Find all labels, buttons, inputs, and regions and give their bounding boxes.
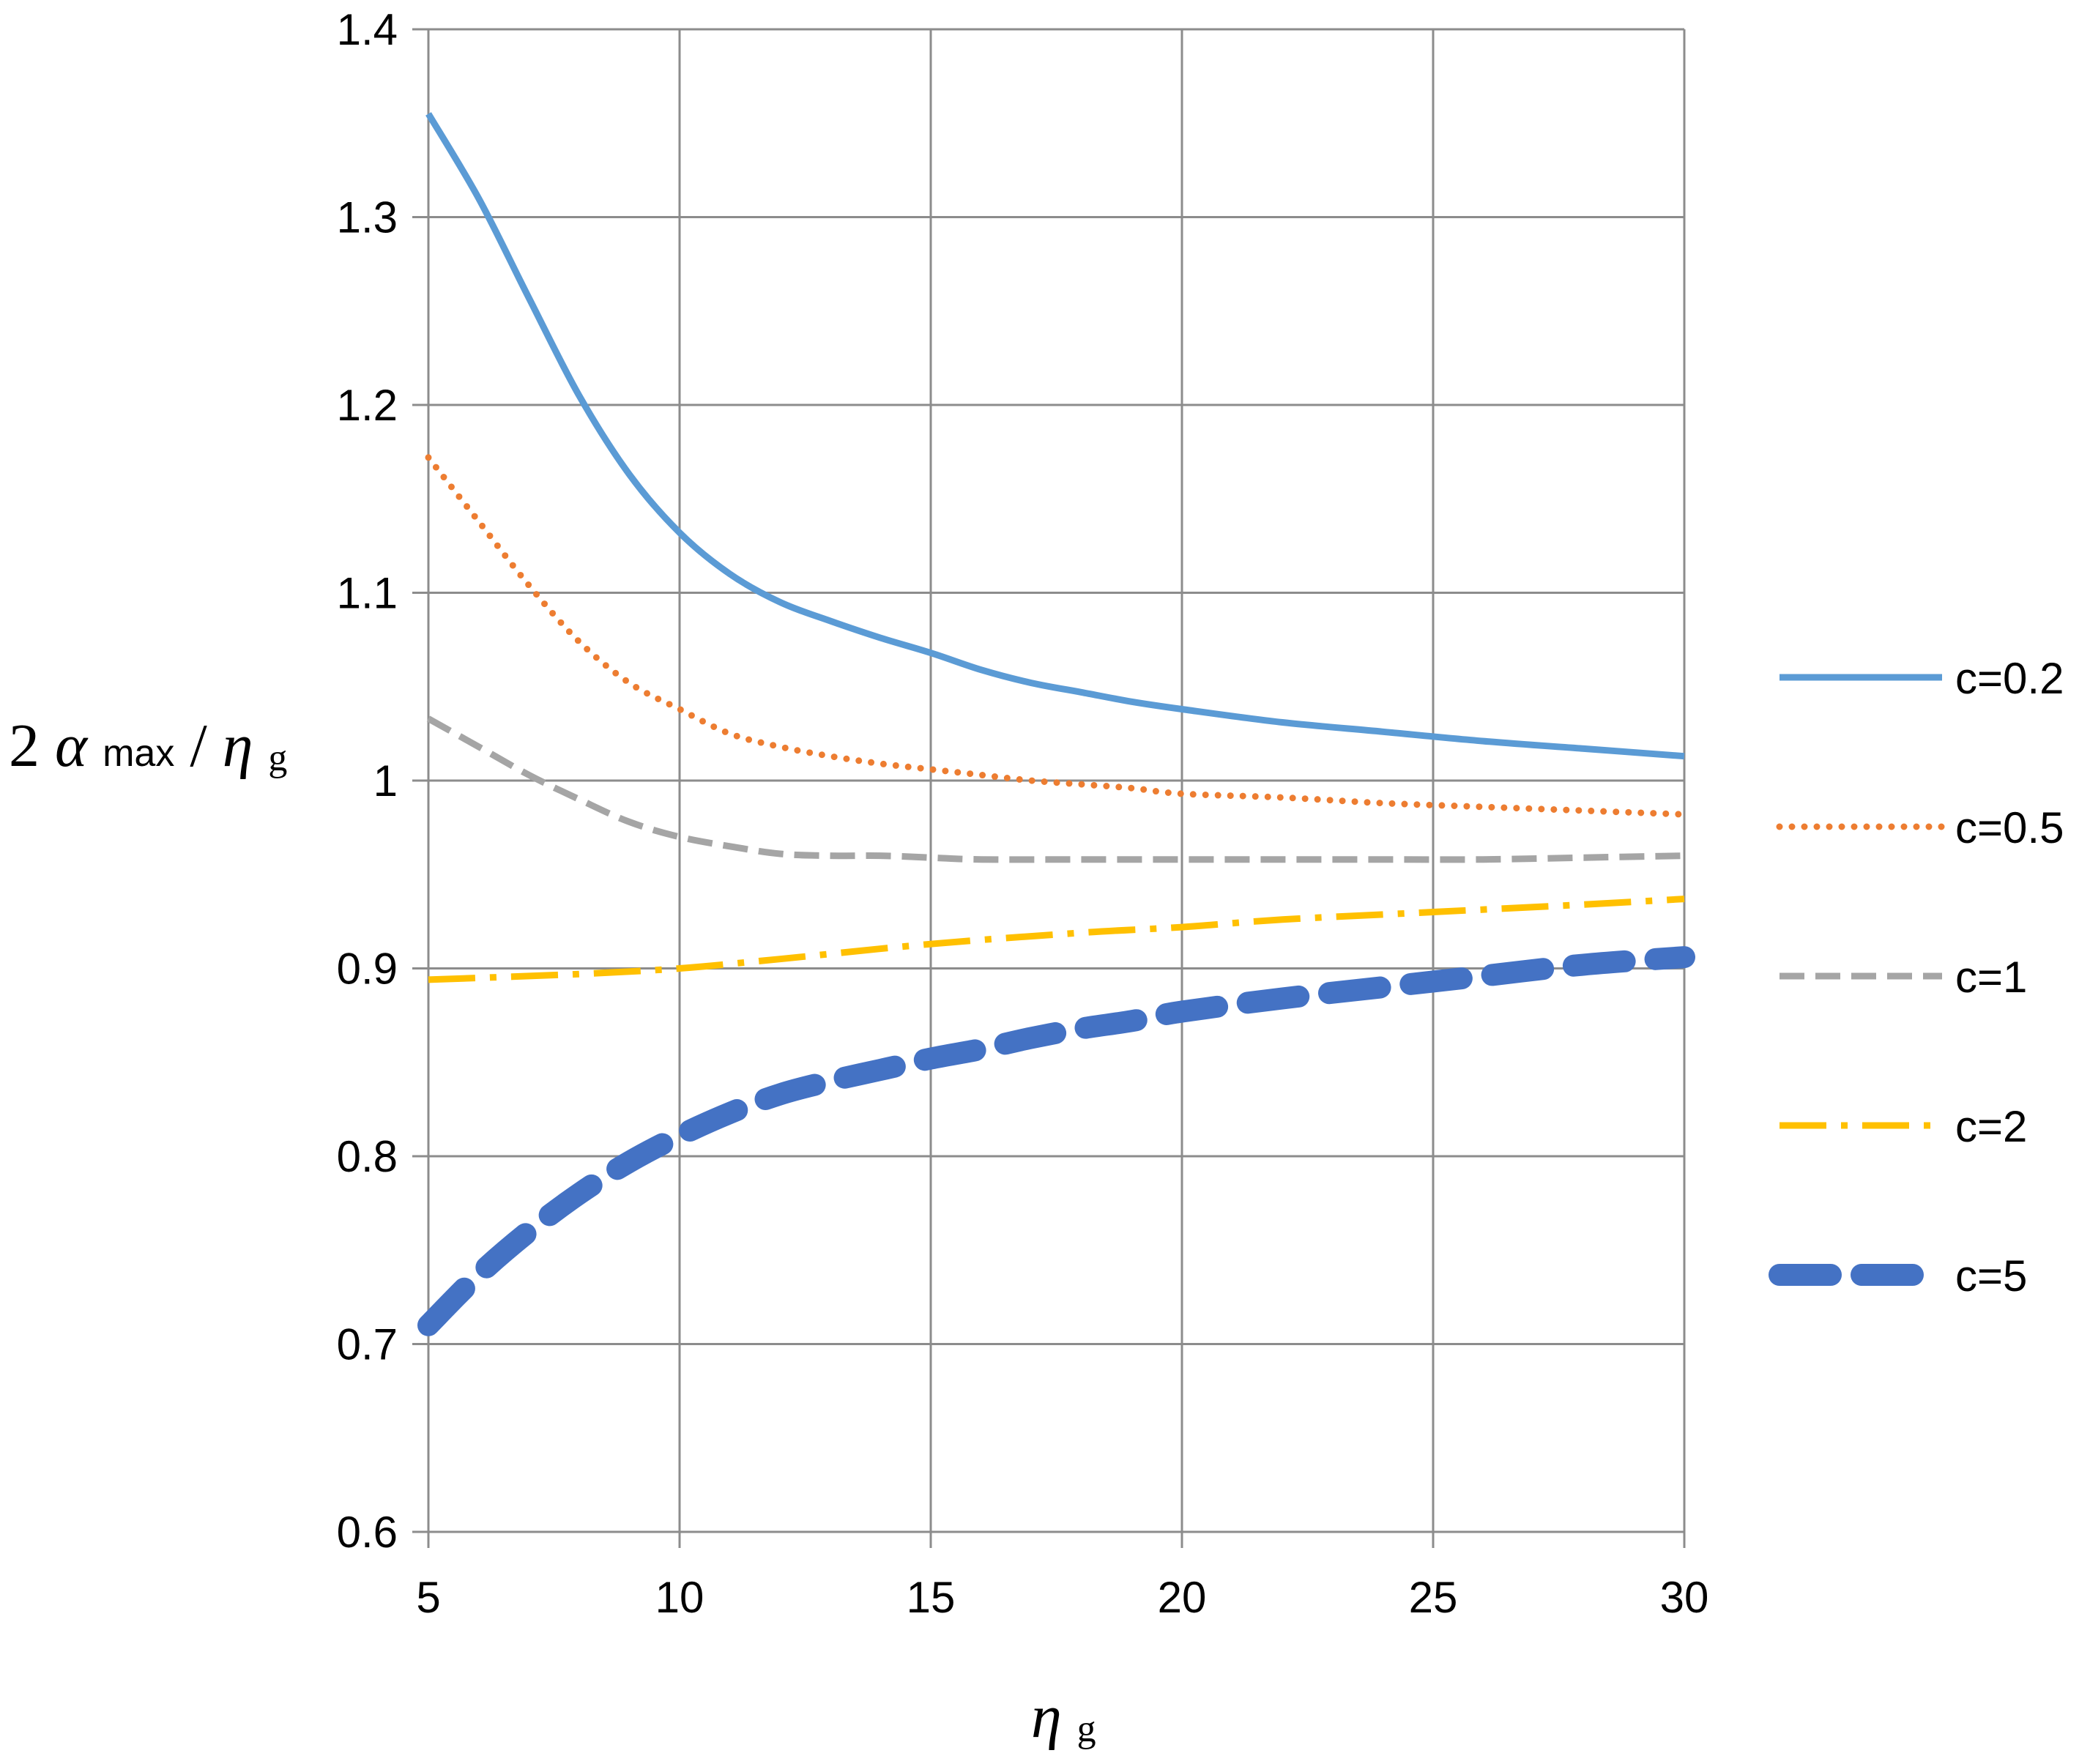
x-tick-label-4: 25 <box>1409 1573 1458 1622</box>
y-tick-label-4: 1 <box>373 756 398 805</box>
y-axis-title-eta: η <box>223 712 253 780</box>
y-tick-label-1: 0.7 <box>337 1320 398 1369</box>
legend-label-c=2: c=2 <box>1955 1102 2027 1151</box>
y-tick-label-7: 1.3 <box>337 193 398 242</box>
y-axis-title-alpha-sub: max <box>103 732 174 775</box>
x-tick-label-5: 30 <box>1660 1573 1709 1622</box>
x-axis-title-sub: g <box>1077 1708 1096 1750</box>
x-axis-title-symbol: η <box>1031 1683 1062 1751</box>
series-line-c=5 <box>417 946 1695 1336</box>
y-tick-label-3: 0.9 <box>337 945 398 994</box>
x-axis-title: η g <box>1031 1683 1096 1751</box>
y-axis-ticks: 0.6 0.7 0.8 0.9 1 1.1 1.2 1.3 1.4 <box>337 5 428 1557</box>
y-tick-label-2: 0.8 <box>337 1132 398 1181</box>
y-axis-title-slash: / <box>190 712 207 780</box>
legend: c=0.2 c=0.5 c=1 c=2 c=5 <box>1769 654 2064 1300</box>
x-tick-label-3: 20 <box>1158 1573 1207 1622</box>
y-axis-title-eta-sub: g <box>268 737 287 779</box>
legend-label-c=0.2: c=0.2 <box>1955 654 2064 703</box>
y-axis-title-alpha: α <box>55 712 89 780</box>
series-line-c=1 <box>426 715 1685 863</box>
series-line-c=0.2 <box>425 112 1685 760</box>
legend-label-c=1: c=1 <box>1955 953 2027 1002</box>
series-line-c=0.5 <box>425 454 1688 818</box>
x-tick-label-0: 5 <box>416 1573 440 1622</box>
legend-label-c=5: c=5 <box>1955 1251 2027 1300</box>
y-tick-label-8: 1.4 <box>337 5 398 54</box>
y-axis-title: 2 α max / η g <box>9 712 287 780</box>
x-axis-ticks: 5 10 15 20 25 30 <box>416 1532 1708 1622</box>
x-tick-label-1: 10 <box>655 1573 704 1622</box>
y-tick-label-6: 1.2 <box>337 381 398 430</box>
series-lines <box>417 112 1695 1336</box>
y-axis-title-prefix: 2 <box>9 712 40 780</box>
x-tick-label-2: 15 <box>907 1573 956 1622</box>
y-tick-label-0: 0.6 <box>337 1508 398 1557</box>
y-tick-label-5: 1.1 <box>337 569 398 618</box>
legend-label-c=0.5: c=0.5 <box>1955 803 2064 852</box>
